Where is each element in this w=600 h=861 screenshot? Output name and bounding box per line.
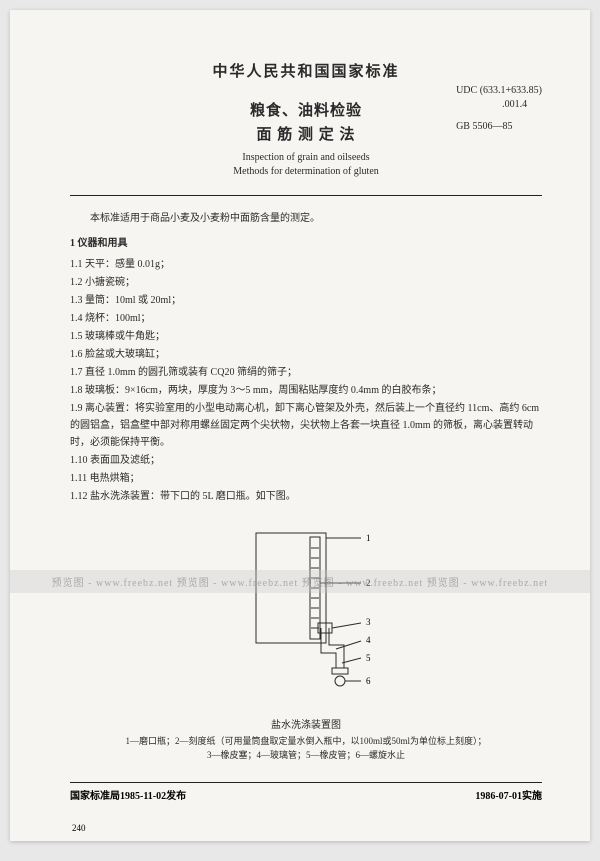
figure: 1 2 3 4 5 6 [70, 523, 542, 708]
list-item: 1.10 表面皿及滤纸； [70, 452, 542, 469]
list-item: 1.8 玻璃板：9×16cm，两块，厚度为 3～5 mm，周围粘贴厚度约 0.4… [70, 382, 542, 399]
list-item: 1.12 盐水洗涤装置：带下口的 5L 磨口瓶。如下图。 [70, 488, 542, 505]
fig-label: 3 [366, 617, 371, 627]
list-item: 1.5 玻璃棒或牛角匙； [70, 328, 542, 345]
watermark-overlay: 预览图 - www.freebz.net 预览图 - www.freebz.ne… [10, 570, 590, 593]
list-item: 1.3 量筒：10ml 或 20ml； [70, 292, 542, 309]
divider-line [70, 195, 542, 196]
footer: 国家标准局1985-11-02发布 1986-07-01实施 [10, 783, 590, 787]
list-item: 1.11 电热烘箱； [70, 470, 542, 487]
udc-code-2: .001.4 [456, 98, 542, 112]
apparatus-diagram: 1 2 3 4 5 6 [216, 523, 396, 703]
list-item: 1.4 烧杯：100ml； [70, 310, 542, 327]
list-item: 1.7 直径 1.0mm 的圆孔筛或装有 CQ20 筛绢的筛子； [70, 364, 542, 381]
doc-codes: UDC (633.1+633.85) .001.4 GB 5506—85 [456, 84, 542, 134]
en-line2: Methods for determination of gluten [70, 165, 542, 179]
udc-code: UDC (633.1+633.85) [456, 84, 542, 98]
fig-desc-line1: 1—磨口瓶；2—刻度纸（可用量筒盘取定量水倒入瓶中，以100ml或50ml为单位… [70, 735, 542, 749]
fig-desc-line2: 3—橡皮塞；4—玻璃管；5—橡皮管；6—螺旋水止 [70, 749, 542, 763]
figure-caption: 盐水洗涤装置图 [70, 716, 542, 731]
fig-label: 6 [366, 676, 371, 686]
figure-description: 1—磨口瓶；2—刻度纸（可用量筒盘取定量水倒入瓶中，以100ml或50ml为单位… [70, 735, 542, 762]
list-item: 1.1 天平：感量 0.01g； [70, 256, 542, 273]
en-line1: Inspection of grain and oilseeds [70, 151, 542, 165]
list-item: 1.6 脸盆或大玻璃缸； [70, 346, 542, 363]
page-number: 240 [72, 823, 86, 833]
list-item: 1.2 小搪瓷碗； [70, 274, 542, 291]
top-title: 中华人民共和国国家标准 [70, 60, 542, 81]
subtitle-english: Inspection of grain and oilseeds Methods… [70, 151, 542, 179]
fig-label: 1 [366, 533, 371, 543]
fig-label: 5 [366, 653, 371, 663]
intro-paragraph: 本标准适用于商品小麦及小麦粉中面筋含量的测定。 [70, 210, 542, 227]
fig-label: 4 [366, 635, 371, 645]
content-area: 中华人民共和国国家标准 UDC (633.1+633.85) .001.4 GB… [10, 10, 590, 772]
screw-stop [335, 676, 345, 686]
gb-code: GB 5506—85 [456, 120, 542, 134]
clamp [332, 668, 348, 674]
footer-left: 国家标准局1985-11-02发布 [70, 787, 186, 802]
section-heading: 1 仪器和用具 [70, 235, 542, 252]
body-text: 本标准适用于商品小麦及小麦粉中面筋含量的测定。 1 仪器和用具 1.1 天平：感… [70, 210, 542, 505]
list-item: 1.9 离心装置：将实验室用的小型电动离心机，卸下离心管架及外壳，然后装上一个直… [70, 400, 542, 451]
footer-right: 1986-07-01实施 [475, 787, 542, 802]
document-page: 中华人民共和国国家标准 UDC (633.1+633.85) .001.4 GB… [10, 10, 590, 841]
